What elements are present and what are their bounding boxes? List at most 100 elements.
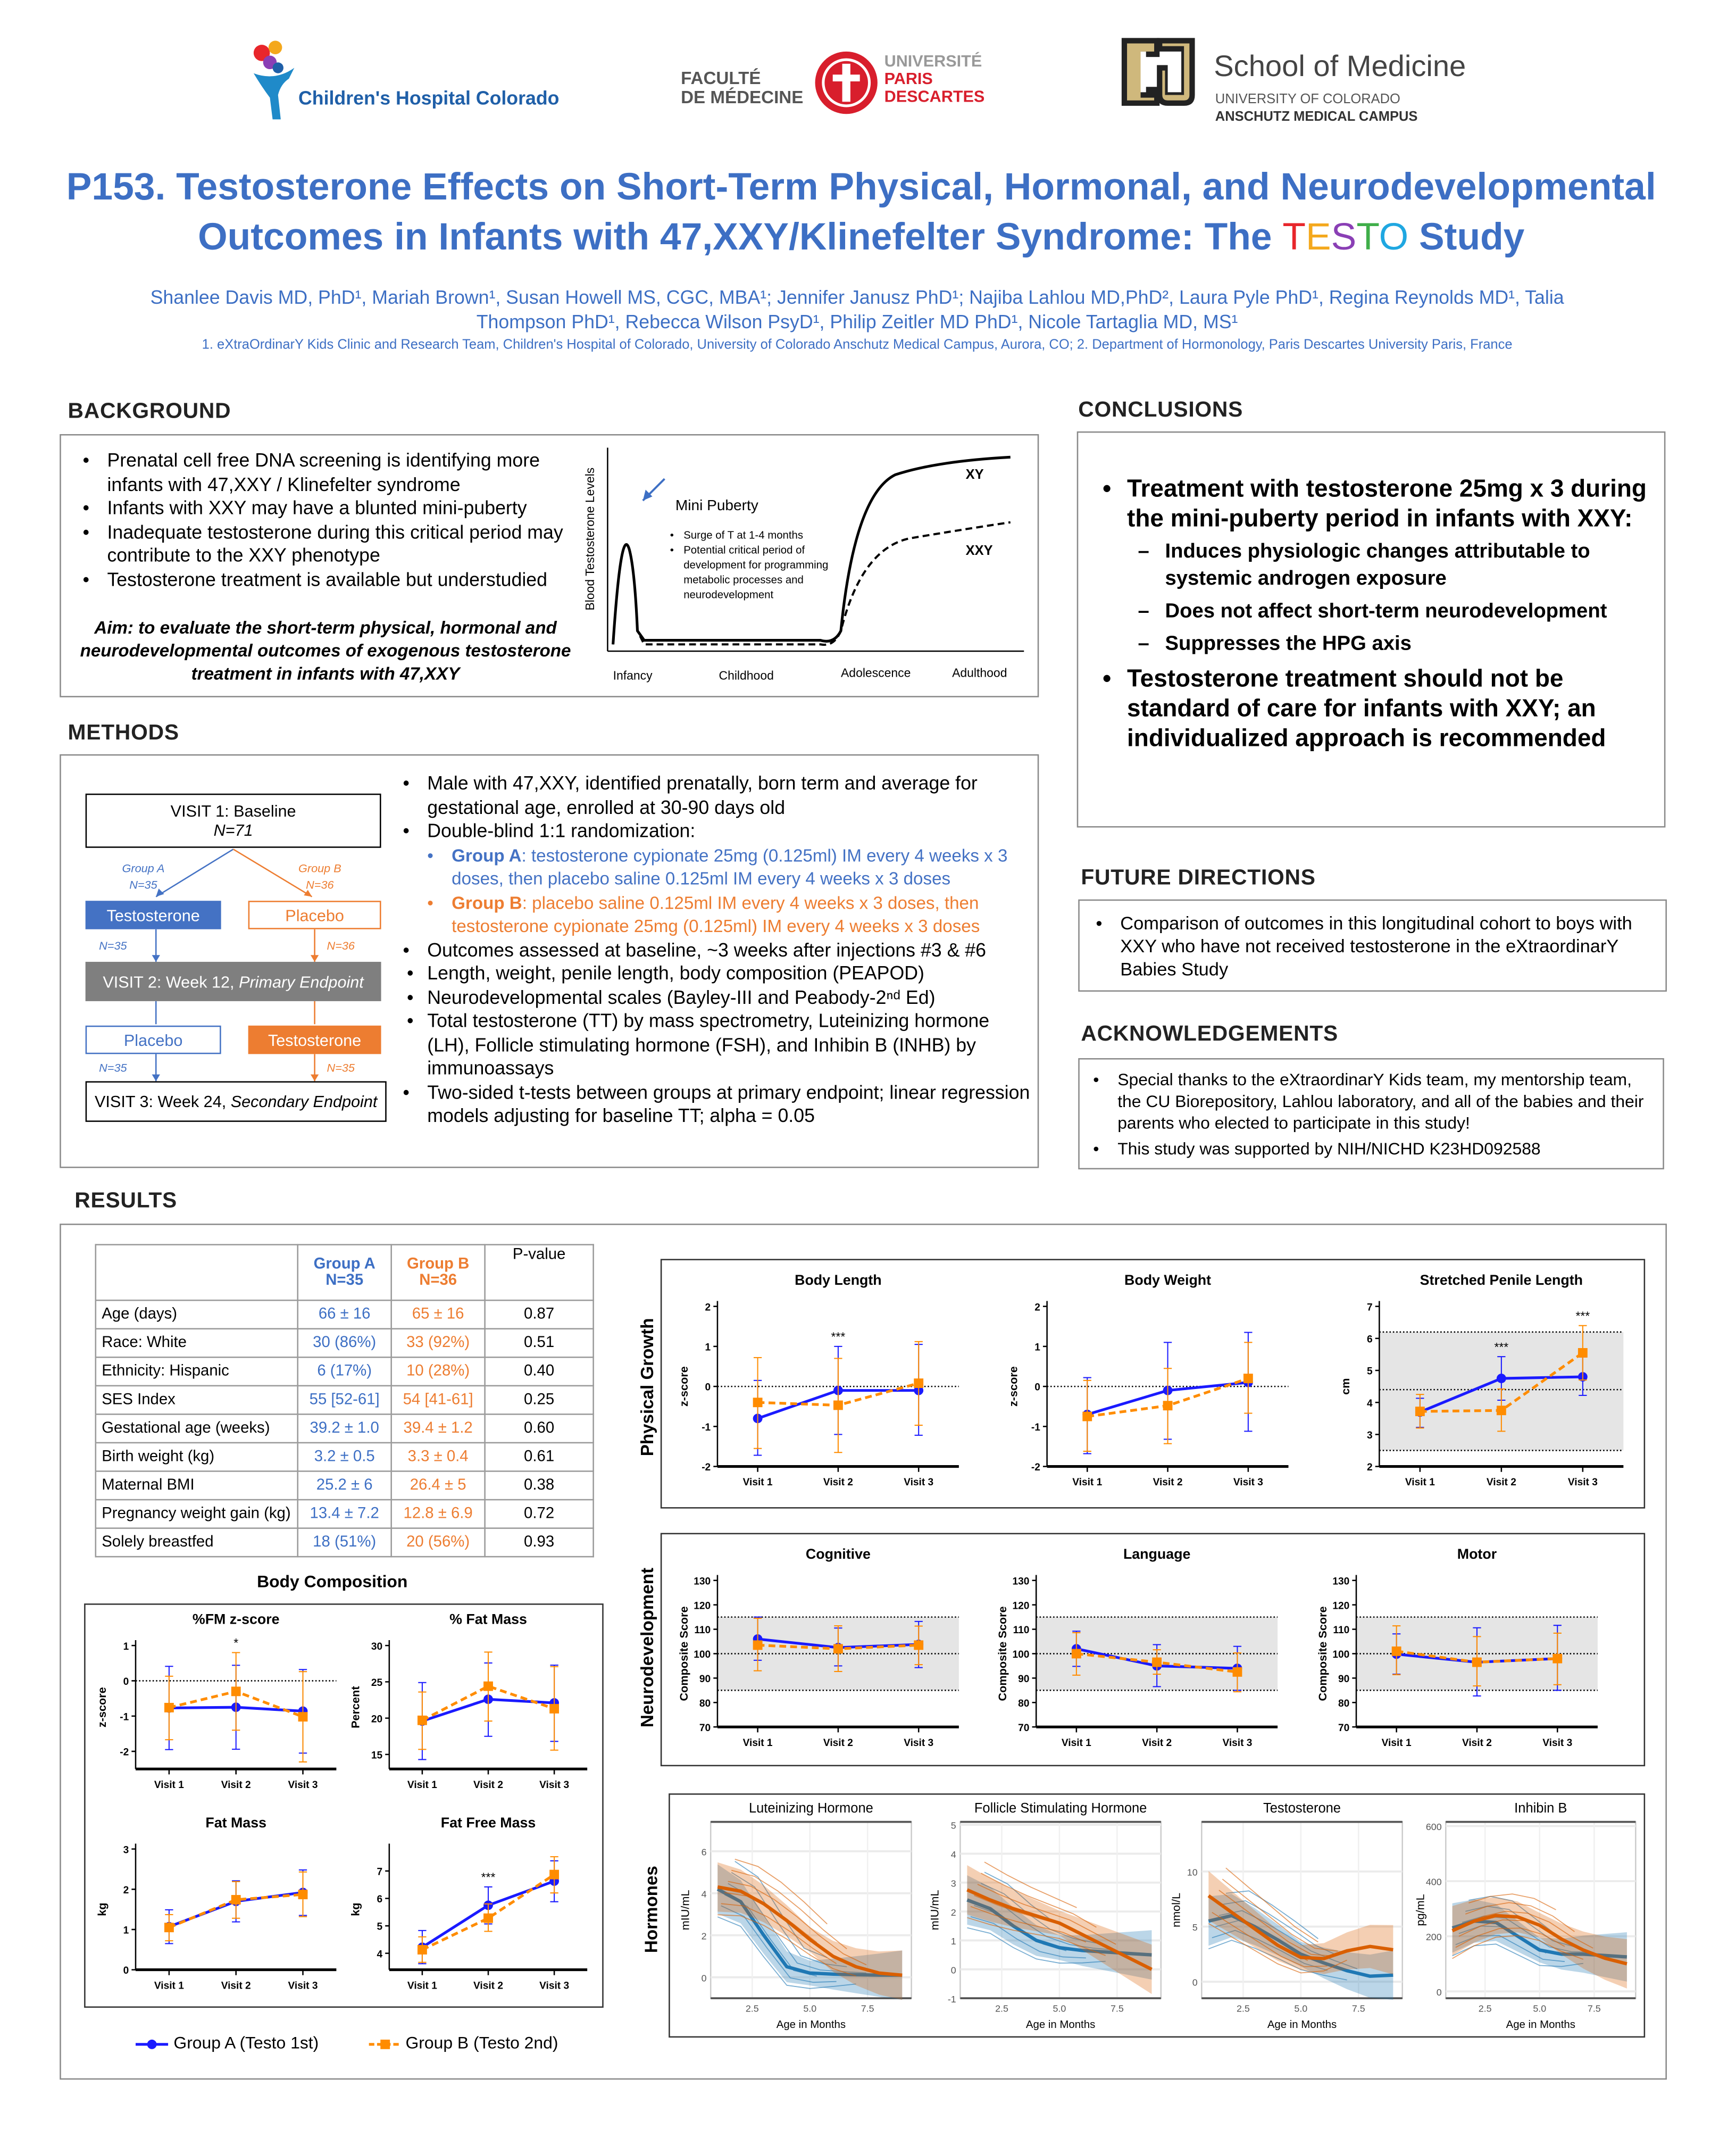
individual-trajectory <box>1212 1930 1328 1971</box>
y-tick-label: 2 <box>951 1907 956 1918</box>
series-line-group-b <box>421 1684 555 1722</box>
chart-svg: Testosterone nmol/L 0 5 10 2.5 5.0 7.5 Age in Mo… <box>1170 1801 1403 2031</box>
data-point-group-b <box>833 1400 843 1410</box>
individual-trajectory <box>717 1914 856 1977</box>
y-tick-label: 120 <box>1332 1600 1349 1611</box>
row-label: Pregnancy weight gain (kg) <box>95 1499 298 1529</box>
cu-university-text: UNIVERSITY OF COLORADO <box>1215 92 1400 107</box>
stage-childhood: Childhood <box>719 669 774 683</box>
x-tick-label: Visit 3 <box>539 1980 569 1991</box>
group-b-value: 20 (56%) <box>390 1527 486 1558</box>
methods-bullet: Two-sided t-tests between groups at prim… <box>387 1080 1031 1128</box>
chart-body-length: Body Length z-score -2 -1 0 1 2 Visit 1 Visit 2 V… <box>671 1266 970 1499</box>
data-point-group-b <box>1578 1348 1588 1358</box>
x-tick-label: Visit 3 <box>904 1737 933 1749</box>
chart-title: Body Weight <box>1124 1272 1211 1288</box>
chart-title: Cognitive <box>806 1546 871 1562</box>
legend-group-a: Group A (Testo 1st) <box>173 2033 319 2053</box>
methods-heading: METHODS <box>68 721 179 745</box>
y-axis-label: mIU/mL <box>678 1890 691 1931</box>
x-tick-label: Visit 2 <box>473 1980 503 1991</box>
data-point-group-b <box>1496 1406 1506 1416</box>
y-tick-label: -1 <box>702 1422 711 1433</box>
x-tick-label: Visit 2 <box>1487 1477 1516 1488</box>
y-tick-label: 6 <box>1367 1334 1373 1345</box>
group-a-value: 6 (17%) <box>297 1356 392 1387</box>
flow-testosterone-a: Testosterone <box>85 901 221 929</box>
individual-trajectory <box>970 1916 1086 1959</box>
x-tick-label: Visit 1 <box>407 1780 437 1791</box>
confidence-band <box>1208 1871 1393 1975</box>
y-tick-label: 10 <box>1187 1867 1198 1878</box>
table-header-row: Group A N=35 Group B N=36 P-value <box>95 1244 594 1301</box>
chart-inhibin-b: Inhibin B pg/mL 0 200 400 600 2.5 5.0 7.5 Age in … <box>1410 1795 1641 2034</box>
y-tick-label: 4 <box>1367 1398 1373 1409</box>
y-tick-label: 130 <box>694 1576 711 1587</box>
individual-trajectory <box>1222 1900 1338 1956</box>
y-tick-label: 0 <box>705 1382 711 1393</box>
x-tick-label: 7.5 <box>861 2003 874 2014</box>
x-tick-label: 2.5 <box>1237 2003 1250 2014</box>
background-heading: BACKGROUND <box>68 400 231 423</box>
data-point-group-b <box>231 1895 241 1905</box>
future-heading: FUTURE DIRECTIONS <box>1081 867 1316 890</box>
testo-letter: S <box>1331 215 1357 258</box>
flow-visit1: VISIT 1: Baseline N=71 <box>85 793 381 848</box>
table-row: Gestational age (weeks) 39.2 ± 1.0 39.4 ± … <box>95 1414 594 1444</box>
significance-marker: * <box>233 1636 238 1650</box>
testo-letter: O <box>1379 215 1409 258</box>
y-tick-label: 6 <box>377 1894 382 1905</box>
title-line2-suffix: Study <box>1408 215 1525 258</box>
y-tick-label: 3 <box>123 1844 129 1856</box>
individual-trajectory <box>967 1917 1106 1956</box>
group-b-value: 10 (28%) <box>390 1356 486 1387</box>
data-point-group-b <box>1082 1411 1092 1421</box>
data-point-group-b <box>298 1712 308 1722</box>
y-tick-label: 80 <box>1018 1698 1029 1709</box>
chart-title: Body Length <box>795 1272 882 1288</box>
y-tick-label: 100 <box>1013 1649 1030 1660</box>
background-bullet: Infants with XXY may have a blunted mini… <box>66 496 568 520</box>
legend-marker-group-a <box>136 2039 169 2049</box>
y-tick-label: -2 <box>702 1462 711 1473</box>
p-value: 0.38 <box>484 1470 594 1501</box>
future-item: Comparison of outcomes in this longitudi… <box>1080 912 1649 981</box>
chart-svg: Stretched Penile Length cm 2 3 4 5 6 7 Visit 1 Vi… <box>1339 1272 1624 1488</box>
y-tick-label: 100 <box>1332 1649 1349 1660</box>
background-box: Prenatal cell free DNA screening is iden… <box>60 434 1039 697</box>
series-line-group-b <box>1207 1894 1393 1960</box>
individual-trajectory <box>1218 1910 1358 1969</box>
x-tick-label: 5.0 <box>1294 2003 1307 2014</box>
data-point-group-b <box>298 1890 308 1900</box>
individual-trajectory <box>717 1916 856 1989</box>
y-tick-label: 25 <box>371 1677 383 1689</box>
testosterone-curve-diagram <box>607 447 1024 652</box>
y-tick-label: 70 <box>1338 1723 1349 1734</box>
methods-bullet: Double-blind 1:1 randomization: <box>387 819 1031 843</box>
testosterone-lifecycle-diagram: Blood Testosterone Levels Mini Puberty •… <box>583 441 1031 693</box>
group-a-value: 25.2 ± 6 <box>297 1470 392 1501</box>
y-tick-label: 80 <box>1338 1698 1349 1709</box>
table-row: SES Index 55 [52-61] 54 [41-61] 0.25 <box>95 1385 594 1415</box>
conclusion-subpoint: Does not affect short-term neurodevelopm… <box>1087 598 1649 626</box>
y-tick-label: 0 <box>1437 1987 1442 1998</box>
chart-svg: Luteinizing Hormone mIU/mL 0 2 4 6 2.5 5.0 7.5 Ag… <box>678 1801 912 2031</box>
flow-n-a1: N=35 <box>99 938 127 953</box>
group-b-value: 54 [41-61] <box>390 1385 486 1415</box>
p-value: 0.25 <box>484 1385 594 1415</box>
paris-text: PARIS <box>884 69 933 88</box>
future-box: Comparison of outcomes in this longitudi… <box>1078 899 1667 992</box>
x-tick-label: Visit 1 <box>1062 1737 1091 1749</box>
y-tick-label: 80 <box>699 1698 711 1709</box>
y-tick-label: 1 <box>951 1936 956 1947</box>
data-point-group-b <box>483 1681 493 1691</box>
flow-placebo-a: Placebo <box>85 1025 221 1054</box>
x-axis-label: Age in Months <box>1026 2019 1095 2031</box>
p-value: 0.61 <box>484 1442 594 1472</box>
chart-title: Motor <box>1457 1546 1497 1562</box>
chart-fm-zscore: %FM z-score z-score -2 -1 0 1 Visit 1 Visit 2 Vi… <box>89 1605 347 1802</box>
background-bullet: Inadequate testosterone during this crit… <box>66 520 568 568</box>
chart-title: % Fat Mass <box>449 1611 527 1627</box>
x-tick-label: Visit 3 <box>904 1477 933 1488</box>
group-b-value: 33 (92%) <box>390 1328 486 1358</box>
